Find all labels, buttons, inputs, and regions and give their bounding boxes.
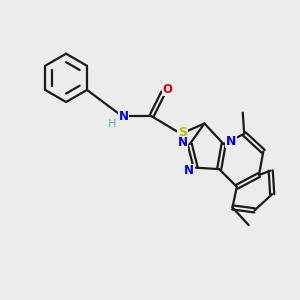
Text: H: H (107, 119, 116, 129)
Text: N: N (177, 136, 188, 149)
Text: S: S (178, 126, 187, 139)
Text: N: N (226, 135, 236, 148)
Text: N: N (184, 164, 194, 177)
Text: O: O (163, 82, 173, 95)
Text: N: N (118, 110, 128, 123)
